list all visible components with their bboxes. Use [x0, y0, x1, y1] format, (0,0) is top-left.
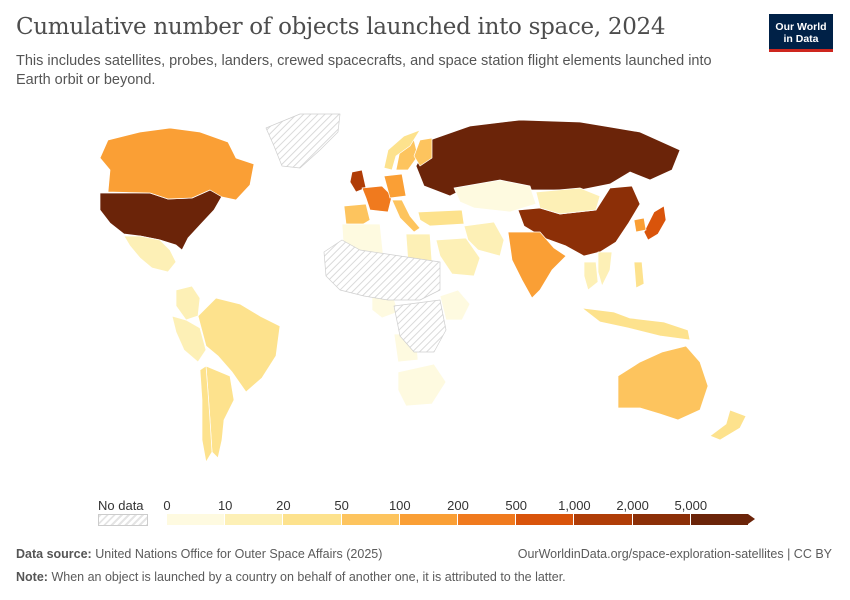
world-map — [99, 113, 747, 463]
legend-bin-1[interactable] — [225, 514, 284, 525]
legend-tick-3: 50 — [334, 498, 349, 513]
country-turkey[interactable] — [417, 209, 465, 227]
country-australia[interactable] — [617, 345, 709, 421]
owid-logo[interactable]: Our World in Data — [769, 14, 833, 52]
legend-nodata-label: No data — [98, 498, 144, 513]
logo-line-1: Our World — [775, 21, 827, 33]
country-philippines[interactable] — [633, 261, 645, 289]
legend-tick-9: 5,000 — [674, 498, 708, 513]
legend-tick-6: 500 — [505, 498, 528, 513]
country-united-kingdom[interactable] — [349, 169, 367, 193]
country-norway[interactable] — [383, 129, 421, 171]
legend-tick-5: 200 — [447, 498, 469, 513]
legend-bin-8[interactable] — [632, 514, 691, 525]
data-source: Data source: United Nations Office for O… — [16, 547, 382, 561]
country-spain[interactable] — [343, 203, 371, 227]
country-kazakhstan[interactable] — [453, 179, 537, 213]
country-iran[interactable] — [463, 221, 505, 257]
country-saudi-arabia[interactable] — [435, 237, 481, 277]
legend-bin-3[interactable] — [341, 514, 400, 525]
data-source-label: Data source: — [16, 547, 92, 561]
legend-nodata-swatch[interactable] — [98, 514, 148, 526]
legend-tick-4: 100 — [388, 498, 411, 513]
legend-tick-1: 10 — [217, 498, 233, 513]
country-vietnam[interactable] — [597, 251, 613, 287]
country-kenya[interactable] — [439, 289, 471, 321]
data-source-text[interactable]: United Nations Office for Outer Space Af… — [95, 547, 383, 561]
legend-bin-5[interactable] — [458, 514, 517, 525]
country-brazil[interactable] — [197, 297, 281, 393]
country-indonesia[interactable] — [581, 307, 691, 341]
country-south-korea[interactable] — [633, 217, 647, 233]
legend-bin-6[interactable] — [516, 514, 575, 525]
color-legend: No data 0 10 20 50 100 200 500 1,000 2,000 5,000 — [0, 495, 850, 535]
note-label: Note: — [16, 570, 48, 584]
country-japan[interactable] — [643, 205, 667, 241]
legend-bin-9[interactable] — [690, 514, 749, 525]
legend-bin-2[interactable] — [283, 514, 342, 525]
country-mongolia[interactable] — [535, 187, 601, 215]
country-finland[interactable] — [413, 137, 433, 167]
country-peru[interactable] — [171, 315, 207, 363]
legend-tick-2: 20 — [276, 498, 291, 513]
country-central-africa[interactable] — [393, 299, 447, 353]
legend-arrow — [748, 514, 755, 524]
country-india[interactable] — [507, 231, 567, 299]
note-text: When an object is launched by a country … — [51, 570, 566, 584]
chart-title: Cumulative number of objects launched in… — [16, 14, 666, 40]
legend-bin-7[interactable] — [574, 514, 633, 525]
legend-tick-0: 0 — [163, 498, 171, 513]
country-mexico[interactable] — [123, 235, 177, 273]
country-colombia[interactable] — [175, 285, 201, 321]
country-new-zealand[interactable] — [709, 409, 747, 441]
country-germany[interactable] — [383, 173, 407, 199]
legend-bin-0[interactable] — [167, 514, 226, 525]
country-south-africa[interactable] — [397, 363, 447, 407]
legend-tick-8: 2,000 — [616, 498, 649, 513]
country-italy[interactable] — [391, 199, 421, 233]
legend-tick-7: 1,000 — [558, 498, 591, 513]
chart-subtitle: This includes satellites, probes, lander… — [16, 53, 712, 88]
country-greenland[interactable] — [265, 113, 341, 169]
chart-url[interactable]: OurWorldinData.org/space-exploration-sat… — [517, 547, 832, 561]
country-russia[interactable] — [415, 119, 681, 197]
country-france[interactable] — [361, 185, 393, 213]
country-sahel[interactable] — [323, 239, 441, 301]
legend-bin-4[interactable] — [399, 514, 458, 525]
country-chile[interactable] — [199, 365, 213, 463]
country-canada[interactable] — [99, 127, 255, 201]
logo-line-2: in Data — [783, 33, 819, 45]
chart-note: Note: When an object is launched by a co… — [16, 570, 566, 584]
country-thailand[interactable] — [583, 261, 599, 291]
